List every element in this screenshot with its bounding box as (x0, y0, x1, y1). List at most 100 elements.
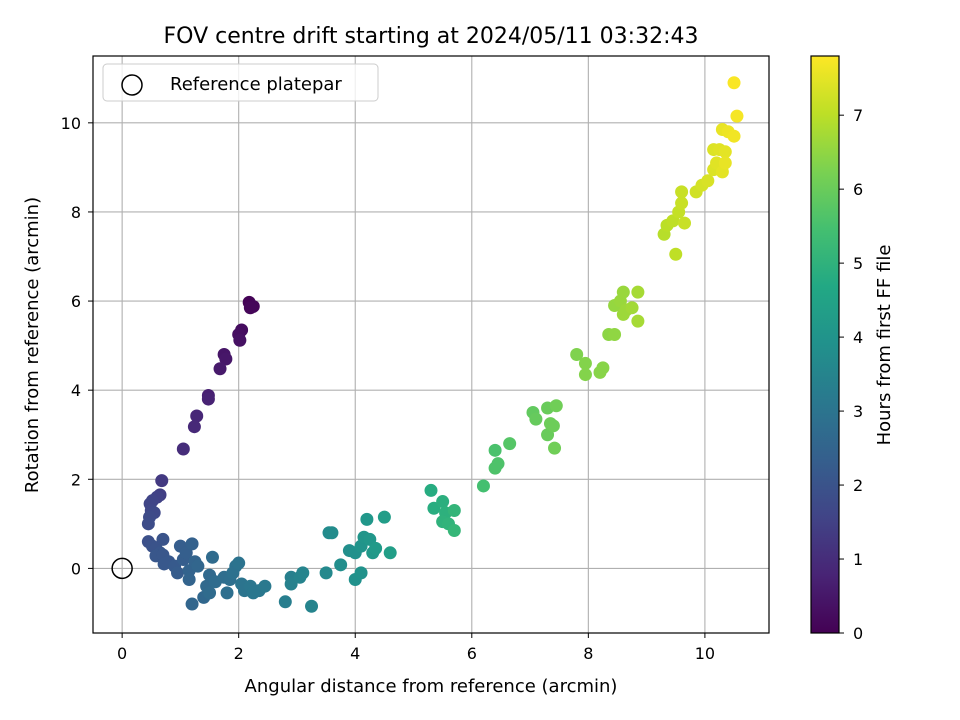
scatter-point (488, 443, 502, 457)
reference-marker (111, 557, 133, 580)
colorbar-label: Hours from first FF file (874, 245, 895, 446)
plot-background (93, 56, 769, 633)
x-tick-label: 6 (467, 644, 477, 663)
legend-entry-reference: Reference platepar (170, 74, 342, 95)
scatter-point (447, 524, 461, 538)
scatter-point (205, 550, 219, 564)
axes-frame (92, 55, 770, 634)
scatter-point (424, 483, 438, 497)
axes-border (92, 55, 770, 634)
scatter-point (718, 156, 732, 170)
scatter-point (570, 348, 584, 362)
y-tick-label: 8 (71, 203, 81, 222)
y-axis-ticks: 0 2 4 6 8 10 (61, 114, 93, 578)
scatter-point (233, 333, 247, 347)
plot-area (93, 56, 769, 633)
scatter-point (727, 129, 741, 143)
scatter-point (669, 247, 683, 261)
scatter-point (334, 558, 348, 572)
scatter-point (219, 352, 233, 366)
y-tick-label: 0 (71, 559, 81, 578)
scatter-point (191, 559, 205, 573)
scatter-point (727, 76, 741, 90)
scatter-point (201, 392, 215, 406)
scatter-point (608, 327, 622, 341)
scatter-point (155, 474, 169, 488)
legend-reference-marker (121, 74, 143, 96)
scatter-point (369, 541, 383, 555)
scatter-point (232, 556, 246, 570)
colorbar-tick-label: 4 (853, 328, 863, 347)
scatter-point (278, 595, 292, 609)
scatter-point (730, 109, 744, 123)
colorbar: 0 1 2 3 4 5 6 7 Hours from first FF file (810, 55, 895, 643)
scatter-point (631, 314, 645, 328)
scatter-point (305, 599, 319, 613)
scatter-point (549, 399, 563, 413)
scatter-point (675, 196, 689, 210)
colorbar-tick-label: 0 (853, 624, 863, 643)
scatter-point (171, 566, 184, 580)
y-tick-label: 6 (71, 292, 81, 311)
colorbar-tick-label: 5 (853, 254, 863, 273)
colorbar-gradient (810, 55, 840, 634)
y-axis-label: Rotation from reference (arcmin) (22, 197, 43, 493)
scatter-point (185, 537, 199, 551)
scatter-point (319, 566, 333, 580)
scatter-point (141, 517, 155, 531)
scatter-point (203, 586, 217, 600)
scatter-point (548, 441, 562, 455)
colorbar-tick-label: 2 (853, 476, 863, 495)
x-axis-ticks: 0 2 4 6 8 10 (117, 633, 715, 663)
legend-box (102, 63, 379, 102)
scatter-point (190, 409, 204, 423)
colorbar-tick-label: 7 (853, 106, 863, 125)
scatter-point (675, 185, 689, 199)
scatter-point (377, 510, 391, 524)
x-tick-label: 2 (234, 644, 244, 663)
colorbar-tick-label: 3 (853, 402, 863, 421)
scatter-point (678, 216, 691, 230)
scatter-point (578, 356, 592, 370)
x-axis-label: Angular distance from reference (arcmin) (245, 676, 618, 697)
scatter-point (625, 301, 639, 315)
scatter-point (176, 442, 190, 456)
scatter-point (243, 301, 257, 315)
scatter-point (213, 362, 227, 376)
scatter-point (258, 579, 272, 593)
x-tick-label: 4 (350, 644, 360, 663)
colorbar-tick-label: 6 (853, 180, 863, 199)
scatter-point (325, 526, 339, 540)
scatter-point (220, 586, 234, 600)
scatter-point (718, 145, 732, 159)
y-tick-label: 10 (61, 114, 81, 133)
scatter-points (141, 76, 744, 613)
scatter-point (631, 285, 645, 299)
reference-point (111, 557, 133, 580)
x-tick-label: 0 (117, 644, 127, 663)
colorbar-ticks: 0 1 2 3 4 5 6 7 (839, 106, 863, 643)
scatter-point (616, 285, 630, 299)
scatter-point (578, 368, 592, 382)
x-tick-label: 8 (583, 644, 593, 663)
scatter-point (383, 546, 397, 560)
scatter-point (447, 503, 461, 517)
scatter-point (476, 479, 490, 493)
scatter-point (596, 361, 610, 375)
y-tick-label: 2 (71, 470, 81, 489)
colorbar-tick-label: 1 (853, 550, 863, 569)
scatter-point (503, 437, 517, 451)
scatter-point (182, 573, 196, 587)
scatter-point (226, 566, 240, 580)
scatter-point (436, 495, 450, 509)
scatter-point (546, 419, 560, 433)
scatter-point (185, 597, 199, 611)
scatter-point (491, 457, 505, 471)
scatter-point (187, 420, 201, 434)
scatter-point (354, 566, 368, 580)
legend: Reference platepar (102, 63, 379, 102)
scatter-point (296, 566, 310, 580)
scatter-point (701, 174, 715, 188)
scatter-point (529, 412, 543, 426)
